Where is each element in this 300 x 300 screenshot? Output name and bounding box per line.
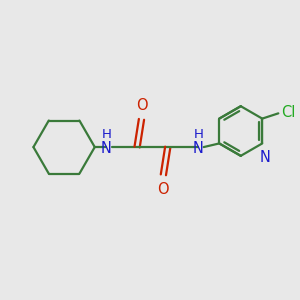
Text: H: H [101,128,111,141]
Text: H: H [194,128,203,141]
Text: N: N [101,141,112,156]
Text: N: N [259,150,270,165]
Text: O: O [136,98,148,112]
Text: O: O [157,182,169,196]
Text: Cl: Cl [280,105,295,120]
Text: N: N [193,141,204,156]
